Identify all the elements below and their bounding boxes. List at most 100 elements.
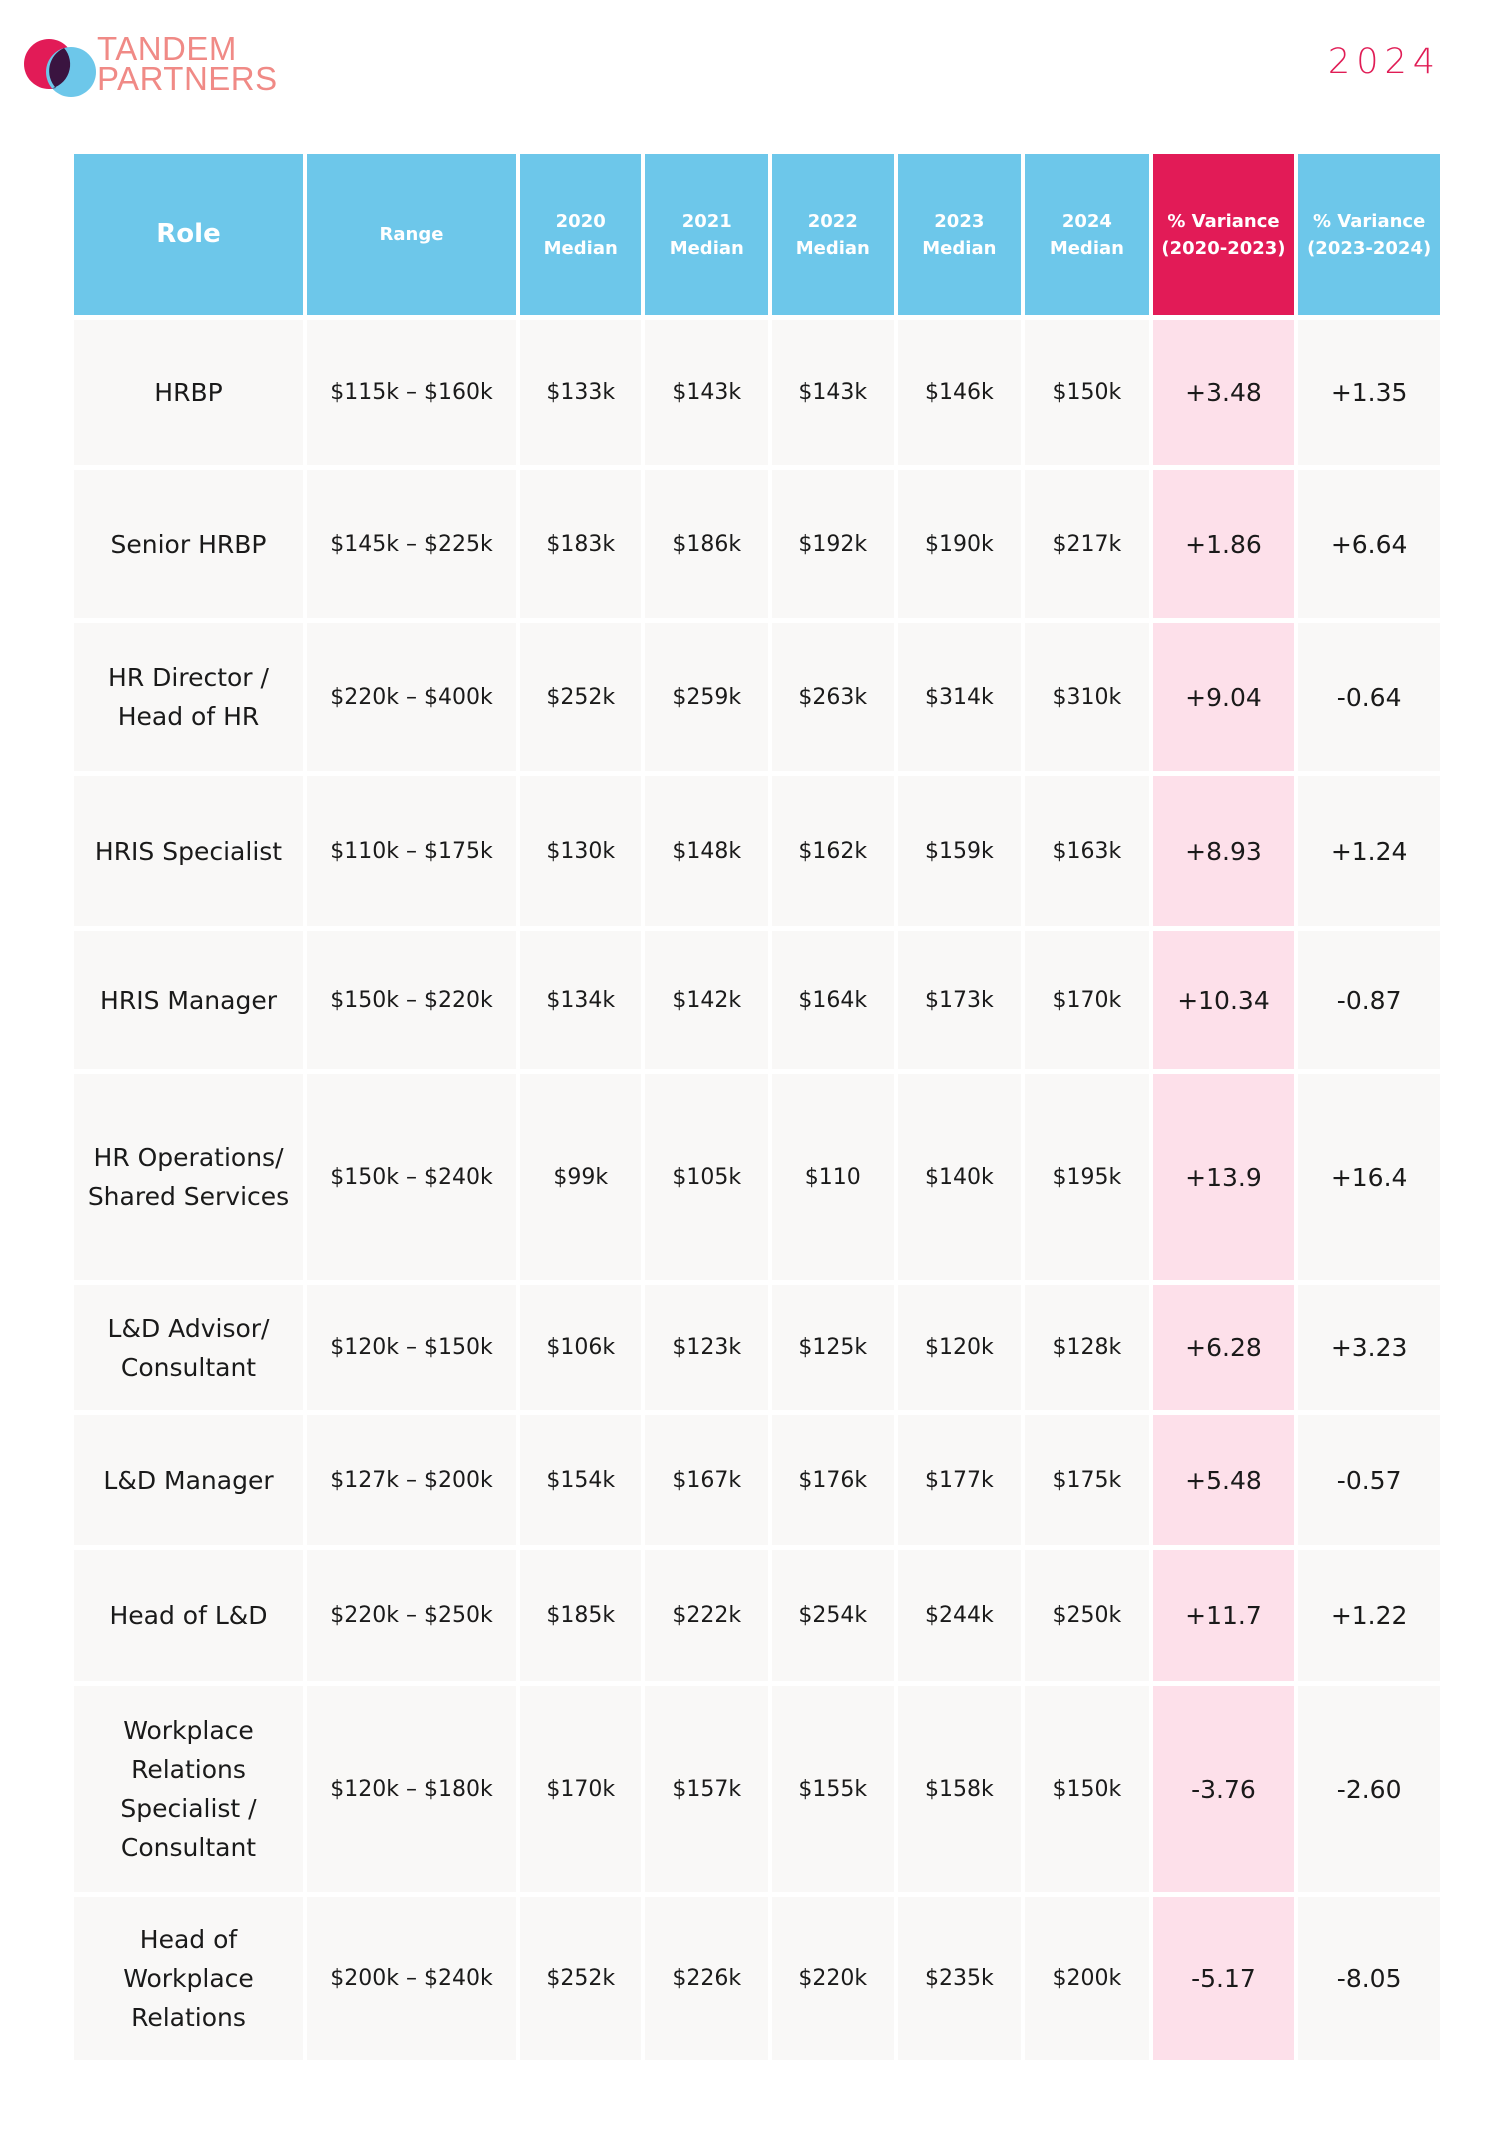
- cell-variance-2023-2024: -0.87: [1298, 931, 1440, 1074]
- logo-line-1: TANDEM: [97, 30, 237, 67]
- cell-2024-median: $200k: [1025, 1897, 1149, 2065]
- cell-2022-median: $176k: [772, 1415, 894, 1550]
- cell-2020-median: $154k: [519, 1415, 642, 1550]
- header-range: Range: [307, 154, 516, 320]
- logo-circles-icon: [24, 39, 96, 97]
- cell-role: HRIS Specialist: [74, 776, 304, 931]
- cell-variance-2020-2023: +8.93: [1152, 776, 1295, 931]
- salary-table: Role Range 2020 Median 2021 Median 2022 …: [70, 154, 1444, 2065]
- cell-2020-median: $252k: [519, 1897, 642, 2065]
- cell-variance-2020-2023: +6.28: [1152, 1285, 1295, 1415]
- cell-2021-median: $226k: [645, 1897, 769, 2065]
- header-role: Role: [74, 154, 304, 320]
- cell-variance-2023-2024: +1.22: [1298, 1550, 1440, 1686]
- cell-2020-median: $133k: [519, 320, 642, 470]
- cell-variance-2020-2023: +5.48: [1152, 1415, 1295, 1550]
- cell-2022-median: $254k: [772, 1550, 894, 1686]
- cell-2020-median: $170k: [519, 1686, 642, 1897]
- cell-2023-median: $158k: [897, 1686, 1022, 1897]
- cell-range: $220k – $250k: [307, 1550, 516, 1686]
- cell-range: $200k – $240k: [307, 1897, 516, 2065]
- cell-range: $220k – $400k: [307, 623, 516, 776]
- cell-2024-median: $310k: [1025, 623, 1149, 776]
- cell-variance-2023-2024: +3.23: [1298, 1285, 1440, 1415]
- table-row: HR Operations/ Shared Services $150k – $…: [74, 1074, 1440, 1285]
- table-row: Head of L&D $220k – $250k $185k $222k $2…: [74, 1550, 1440, 1686]
- cell-2023-median: $244k: [897, 1550, 1022, 1686]
- cell-2022-median: $263k: [772, 623, 894, 776]
- cell-2023-median: $177k: [897, 1415, 1022, 1550]
- cell-role: HR Operations/ Shared Services: [74, 1074, 304, 1285]
- header-variance-2020-2023: % Variance (2020-2023): [1152, 154, 1295, 320]
- cell-2022-median: $155k: [772, 1686, 894, 1897]
- table-row: L&D Manager $127k – $200k $154k $167k $1…: [74, 1415, 1440, 1550]
- cell-range: $120k – $150k: [307, 1285, 516, 1415]
- logo-wordmark: TANDEM PARTNERS: [97, 30, 278, 97]
- tandem-partners-logo: TANDEM PARTNERS: [22, 30, 312, 102]
- table-row: Workplace Relations Specialist / Consult…: [74, 1686, 1440, 1897]
- cell-2021-median: $105k: [645, 1074, 769, 1285]
- cell-variance-2023-2024: +1.35: [1298, 320, 1440, 470]
- cell-2024-median: $128k: [1025, 1285, 1149, 1415]
- cell-2022-median: $143k: [772, 320, 894, 470]
- header-2020-median: 2020 Median: [519, 154, 642, 320]
- cell-variance-2023-2024: -0.64: [1298, 623, 1440, 776]
- cell-2023-median: $159k: [897, 776, 1022, 931]
- cell-variance-2023-2024: +16.4: [1298, 1074, 1440, 1285]
- cell-2022-median: $110: [772, 1074, 894, 1285]
- cell-2024-median: $217k: [1025, 470, 1149, 623]
- cell-range: $150k – $220k: [307, 931, 516, 1074]
- header-2023-median: 2023 Median: [897, 154, 1022, 320]
- cell-role: HRBP: [74, 320, 304, 470]
- cell-2024-median: $150k: [1025, 320, 1149, 470]
- report-year: 2024: [1327, 42, 1441, 82]
- table-row: HRIS Specialist $110k – $175k $130k $148…: [74, 776, 1440, 931]
- cell-variance-2020-2023: +13.9: [1152, 1074, 1295, 1285]
- logo-line-2: PARTNERS: [97, 60, 278, 97]
- cell-2021-median: $123k: [645, 1285, 769, 1415]
- cell-2024-median: $163k: [1025, 776, 1149, 931]
- cell-2022-median: $192k: [772, 470, 894, 623]
- cell-range: $120k – $180k: [307, 1686, 516, 1897]
- table-row: Head of Workplace Relations $200k – $240…: [74, 1897, 1440, 2065]
- cell-2021-median: $148k: [645, 776, 769, 931]
- cell-2023-median: $140k: [897, 1074, 1022, 1285]
- header-2024-median: 2024 Median: [1025, 154, 1149, 320]
- cell-range: $110k – $175k: [307, 776, 516, 931]
- cell-2024-median: $175k: [1025, 1415, 1149, 1550]
- cell-2023-median: $190k: [897, 470, 1022, 623]
- table-row: HR Director / Head of HR $220k – $400k $…: [74, 623, 1440, 776]
- cell-variance-2023-2024: -8.05: [1298, 1897, 1440, 2065]
- cell-2021-median: $143k: [645, 320, 769, 470]
- cell-role: Senior HRBP: [74, 470, 304, 623]
- cell-2020-median: $130k: [519, 776, 642, 931]
- cell-variance-2020-2023: +9.04: [1152, 623, 1295, 776]
- cell-2020-median: $106k: [519, 1285, 642, 1415]
- cell-2020-median: $99k: [519, 1074, 642, 1285]
- cell-variance-2023-2024: -0.57: [1298, 1415, 1440, 1550]
- cell-2023-median: $146k: [897, 320, 1022, 470]
- cell-variance-2020-2023: +11.7: [1152, 1550, 1295, 1686]
- cell-2024-median: $250k: [1025, 1550, 1149, 1686]
- table-row: HRIS Manager $150k – $220k $134k $142k $…: [74, 931, 1440, 1074]
- cell-variance-2020-2023: +1.86: [1152, 470, 1295, 623]
- header-2022-median: 2022 Median: [772, 154, 894, 320]
- cell-range: $127k – $200k: [307, 1415, 516, 1550]
- cell-2023-median: $173k: [897, 931, 1022, 1074]
- cell-2020-median: $185k: [519, 1550, 642, 1686]
- cell-variance-2020-2023: -3.76: [1152, 1686, 1295, 1897]
- header-variance-2023-2024: % Variance (2023-2024): [1298, 154, 1440, 320]
- header-2021-median: 2021 Median: [645, 154, 769, 320]
- table-row: HRBP $115k – $160k $133k $143k $143k $14…: [74, 320, 1440, 470]
- cell-role: Workplace Relations Specialist / Consult…: [74, 1686, 304, 1897]
- cell-2023-median: $235k: [897, 1897, 1022, 2065]
- cell-2021-median: $259k: [645, 623, 769, 776]
- cell-2024-median: $170k: [1025, 931, 1149, 1074]
- cell-2021-median: $167k: [645, 1415, 769, 1550]
- cell-role: Head of Workplace Relations: [74, 1897, 304, 2065]
- cell-role: L&D Advisor/ Consultant: [74, 1285, 304, 1415]
- cell-range: $145k – $225k: [307, 470, 516, 623]
- cell-variance-2020-2023: +3.48: [1152, 320, 1295, 470]
- table-row: Senior HRBP $145k – $225k $183k $186k $1…: [74, 470, 1440, 623]
- cell-range: $115k – $160k: [307, 320, 516, 470]
